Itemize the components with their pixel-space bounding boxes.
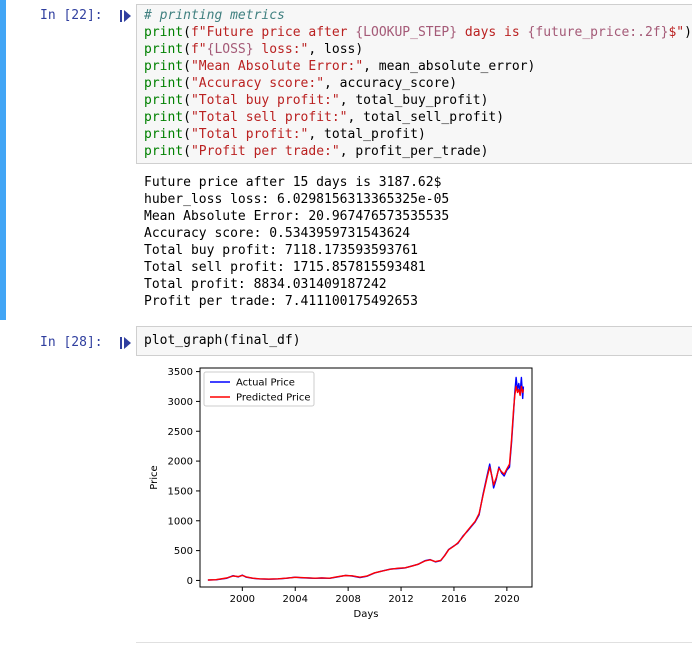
code-token: , total_sell_profit) [347,110,505,125]
code-token: ) [684,25,692,40]
code-line: # printing metrics [144,7,285,24]
y-tick-label: 3500 [168,367,193,378]
code-token: ( [183,25,191,40]
code-token: loss:" [253,42,309,57]
code-line: print("Accuracy score:", accuracy_score) [144,75,457,92]
code-token: # printing metrics [144,8,285,23]
code-editor[interactable]: # printing metrics print(f"Future price a… [136,4,692,164]
code-token: ( [183,144,191,159]
x-tick-label: 2012 [388,594,413,605]
code-token: "Total buy profit:" [190,93,340,108]
y-tick-label: 1500 [168,486,193,497]
run-cell-icon[interactable] [120,10,132,22]
y-tick-label: 2500 [168,427,193,438]
code-token: , total_profit) [308,127,426,142]
y-tick-label: 3000 [168,397,193,408]
code-token: print [144,25,184,40]
code-token: f" [190,42,207,57]
code-token: "Accuracy score:" [190,76,325,91]
output-line: huber_loss loss: 6.0298156313365325e-05 [144,192,450,207]
x-tick-label: 2020 [494,594,519,605]
output-line: Total buy profit: 7118.173593593761 [144,243,418,258]
code-token: print [144,76,184,91]
output-line: Accuracy score: 0.5343959731543624 [144,226,411,241]
code-token: "Mean Absolute Error:" [190,59,364,74]
code-line: print(f"Future price after {LOOKUP_STEP}… [144,24,692,41]
legend-label: Predicted Price [236,393,311,404]
code-token: days is [457,25,528,40]
chart-legend: Actual Price Predicted Price [203,371,315,407]
y-tick-label: 0 [187,576,193,587]
code-token: ( [183,59,191,74]
code-line: plot_graph(final_df) [144,332,301,349]
price-chart: 2000 2004 2008 2012 2016 2020 0 500 1000 1500 2000… [149,367,533,620]
code-token: print [144,144,184,159]
code-token: , accuracy_score) [324,76,458,91]
selected-cell-indicator [0,0,6,320]
code-token: print [144,127,184,142]
code-token: ( [183,127,191,142]
code-token: plot_graph(final_df) [144,333,301,348]
run-cell-icon[interactable] [120,337,132,349]
code-token: , mean_absolute_error) [363,59,536,74]
code-token: ( [183,93,191,108]
code-token: {LOSS} [206,42,254,57]
code-token: $" [668,25,685,40]
code-line: print("Total buy profit:", total_buy_pro… [144,92,488,109]
code-token: "Total sell profit:" [190,110,348,125]
x-axis-label: Days [354,609,379,620]
input-prompt: In [22]: [40,8,103,23]
code-line: print("Total sell profit:", total_sell_p… [144,109,504,126]
output-line: Future price after 15 days is 3187.62$ [144,175,442,190]
code-token: "Profit per trade:" [190,144,340,159]
y-tick-label: 2000 [168,457,193,468]
code-token: ( [183,76,191,91]
legend-label: Actual Price [236,378,295,389]
chart-axes: 2000 2004 2008 2012 2016 2020 0 500 1000 1500 2000… [149,367,533,620]
code-line: print("Total profit:", total_profit) [144,126,426,143]
code-token: ( [183,110,191,125]
code-token: print [144,42,184,57]
legend-box [203,371,315,407]
output-line: Profit per trade: 7.411100175492653 [144,294,418,309]
code-token: , profit_per_trade) [339,144,489,159]
y-tick-label: 1000 [168,516,193,527]
code-token: print [144,110,184,125]
code-line: print("Mean Absolute Error:", mean_absol… [144,58,535,75]
code-token: {future_price:.2f} [527,25,669,40]
code-cell-plot[interactable]: In [28]: plot_graph(final_df) [0,322,692,646]
chart-series [207,376,525,581]
next-cell-divider [136,642,692,643]
output-line: Mean Absolute Error: 20.967476573535535 [144,209,450,224]
code-editor[interactable]: plot_graph(final_df) [136,326,692,356]
code-line: print("Profit per trade:", profit_per_tr… [144,143,488,160]
y-axis-label: Price [149,465,160,489]
x-tick-label: 2016 [441,594,466,605]
code-token: "Total profit:" [190,127,309,142]
code-token: print [144,93,184,108]
y-tick-label: 500 [174,546,193,557]
code-token: print [144,59,184,74]
code-token: ( [183,42,191,57]
code-token: {LOOKUP_STEP} [355,25,458,40]
x-tick-label: 2008 [335,594,360,605]
series-line-predicted-price [207,385,525,581]
code-cell-metrics[interactable]: In [22]: # printing metrics print(f"Futur… [0,0,692,320]
x-tick-label: 2004 [283,594,308,605]
code-line: print(f"{LOSS} loss:", loss) [144,41,363,58]
code-token: f"Future price after [190,25,356,40]
x-tick-label: 2000 [230,594,255,605]
input-prompt: In [28]: [40,335,103,350]
output-line: Total sell profit: 1715.857815593481 [144,260,426,275]
output-line: Total profit: 8834.031409187242 [144,277,387,292]
code-token: , total_buy_profit) [339,93,489,108]
code-token: , loss) [308,42,364,57]
